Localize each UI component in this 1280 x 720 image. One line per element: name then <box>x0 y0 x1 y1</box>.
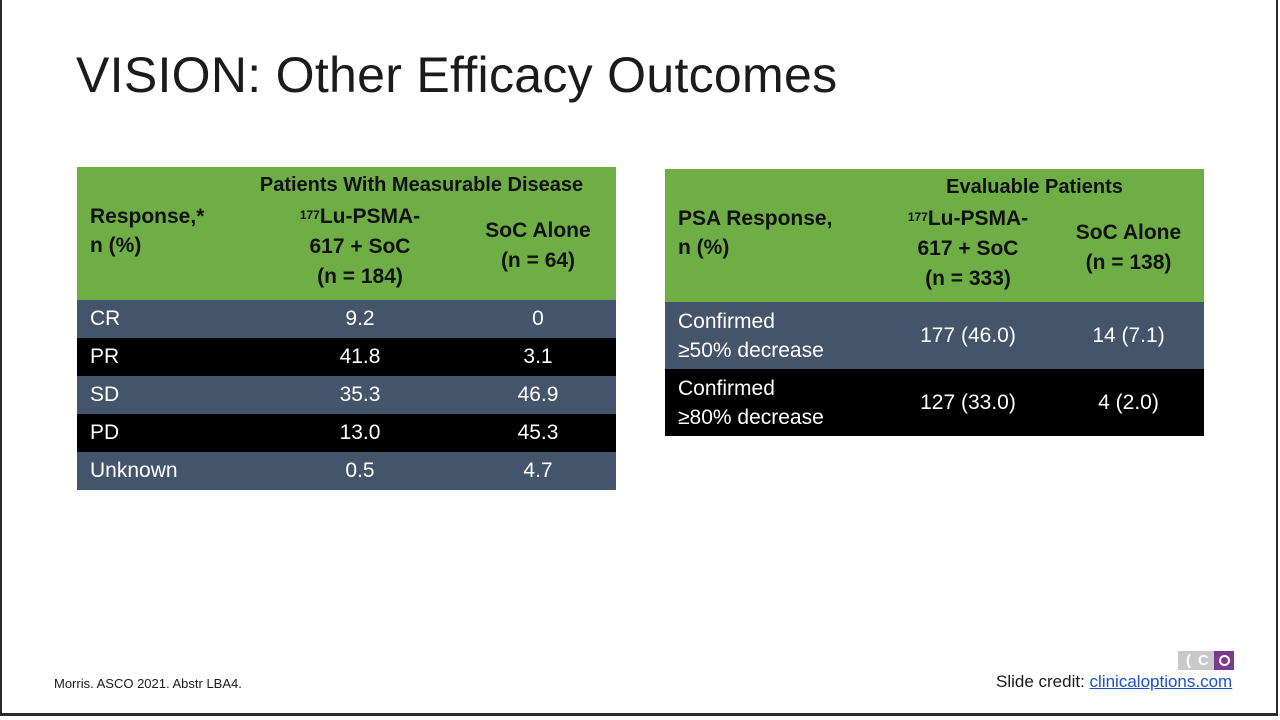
row-label: Confirmed ≥80% decrease <box>678 376 824 429</box>
cell-value: 14 (7.1) <box>1092 323 1165 347</box>
cell-value: 45.3 <box>517 421 559 444</box>
group-header: Patients With Measurable Disease <box>259 174 584 196</box>
row-label: Unknown <box>90 459 178 482</box>
table-row: SD 35.3 46.9 <box>77 376 616 414</box>
psa-response-table: Evaluable Patients PSA Response, n (%) 1… <box>665 169 1204 436</box>
cell-value: 4 (2.0) <box>1098 390 1159 414</box>
logo-grey-block: ( C <box>1178 651 1214 670</box>
table-row: PR 41.8 3.1 <box>77 338 616 376</box>
table-row: Confirmed ≥50% decrease 177 (46.0) 14 (7… <box>665 302 1204 369</box>
table-row: Confirmed ≥80% decrease 127 (33.0) 4 (2.… <box>665 369 1204 436</box>
column-header-lu-psma: 177Lu-PSMA- 617 + SoC (n = 333) <box>907 207 1029 290</box>
cell-value: 35.3 <box>339 383 381 406</box>
citation-footnote: Morris. ASCO 2021. Abstr LBA4. <box>54 676 242 691</box>
table-group-header-row: Patients With Measurable Disease <box>77 167 616 202</box>
group-header: Evaluable Patients <box>946 176 1123 198</box>
table-group-header-row: Evaluable Patients <box>665 169 1204 204</box>
column-header-soc-alone: SoC Alone (n = 138) <box>1075 221 1182 274</box>
row-label: CR <box>90 307 121 330</box>
cell-value: 41.8 <box>339 345 381 368</box>
slide-title: VISION: Other Efficacy Outcomes <box>76 47 838 103</box>
cell-value: 9.2 <box>345 307 375 330</box>
column-header-lu-psma: 177Lu-PSMA- 617 + SoC (n = 184) <box>299 205 421 288</box>
cell-value: 177 (46.0) <box>920 323 1016 347</box>
row-label: SD <box>90 383 120 406</box>
table-row: Unknown 0.5 4.7 <box>77 452 616 490</box>
cell-value: 0.5 <box>345 459 375 482</box>
table-column-header-row: PSA Response, n (%) 177Lu-PSMA- 617 + So… <box>665 204 1204 302</box>
row-header: Response,* n (%) <box>90 205 205 257</box>
logo-purple-block <box>1214 651 1234 670</box>
response-table: Patients With Measurable Disease Respons… <box>77 167 616 490</box>
row-header: PSA Response, n (%) <box>678 207 833 259</box>
cell-value: 46.9 <box>517 383 559 406</box>
table-row: PD 13.0 45.3 <box>77 414 616 452</box>
slide-credit: Slide credit: clinicaloptions.com <box>996 672 1233 691</box>
cell-value: 3.1 <box>523 345 553 368</box>
table-column-header-row: Response,* n (%) 177Lu-PSMA- 617 + SoC (… <box>77 202 616 300</box>
cell-value: 127 (33.0) <box>920 390 1016 414</box>
table-row: CR 9.2 0 <box>77 300 616 338</box>
credit-link[interactable]: clinicaloptions.com <box>1089 672 1233 691</box>
cell-value: 0 <box>532 307 544 330</box>
row-label: PD <box>90 421 120 444</box>
cell-value: 4.7 <box>523 459 553 482</box>
row-label: Confirmed ≥50% decrease <box>678 309 824 362</box>
column-header-soc-alone: SoC Alone (n = 64) <box>485 219 591 272</box>
cco-logo: ( C <box>1176 651 1234 670</box>
row-label: PR <box>90 345 120 368</box>
cell-value: 13.0 <box>339 421 381 444</box>
